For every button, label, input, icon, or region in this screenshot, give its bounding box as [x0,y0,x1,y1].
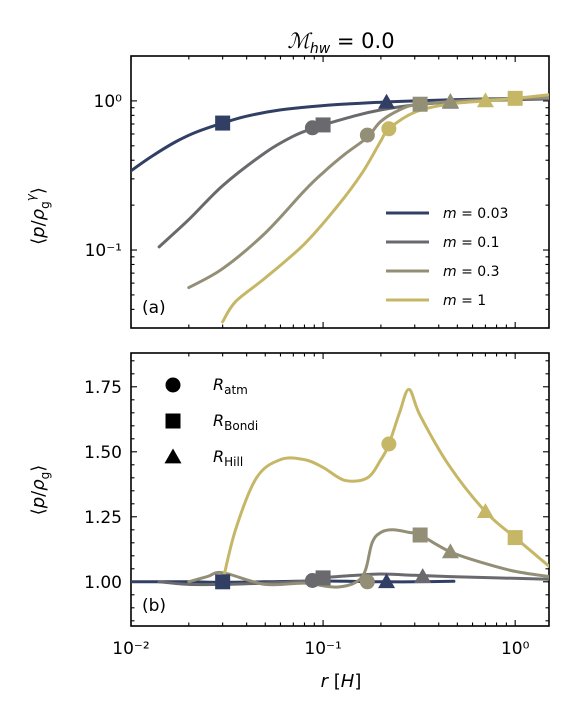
series-line-m1 [221,387,549,584]
panel-b-frame [130,352,550,627]
y-tick-label: 10⁰ [94,92,123,112]
y-tick-label: 1.75 [84,378,122,398]
panel-b-markers [215,436,523,590]
marker-r-hill [378,93,396,109]
legend-entry: m = 0.3 [443,264,500,280]
series-line-m0.3 [187,528,549,589]
marker-r-atm [359,574,375,590]
marker-r-hill [441,93,459,108]
panel-a-ylabel: ⟨p/ρgγ⟩ [24,187,52,245]
marker-r-hill [476,503,494,518]
legend-marker-r-atm [165,377,181,393]
x-tick-label: 10⁰ [501,639,530,659]
legend-entry: RHill [213,447,243,469]
marker-r-bondi [315,117,331,133]
series-line-m0.03 [131,96,517,173]
panel-b-series [131,387,549,589]
marker-r-bondi [215,115,231,131]
marker-r-atm [359,127,375,143]
panel-a-label: (a) [142,298,166,318]
marker-r-bondi [412,527,428,543]
marker-r-hill [476,92,494,108]
panel-b-label: (b) [142,596,166,616]
panel-b: 10⁻² 10⁻¹ 10⁰ 1.00 1.25 1.50 1.75 Ratm RBondi RH… [28,352,550,692]
panel-b-ylabel: ⟨p/ρg⟩ [28,465,52,516]
marker-r-bondi [507,530,523,546]
series-line-m0.3 [187,96,549,290]
legend-entry: RBondi [213,411,258,433]
marker-r-hill [441,543,459,559]
marker-r-bondi [412,96,428,112]
y-tick-label: 1.25 [84,508,122,528]
legend-entry: m = 0.03 [443,206,508,222]
marker-r-bondi [315,570,331,586]
panel-b-xlabel: r [H] [321,671,362,692]
panel-a-legend: m = 0.03 m = 0.1 m = 0.3 m = 1 [386,206,508,309]
legend-marker-r-hill [164,448,182,464]
x-tick-label: 10⁻¹ [304,639,341,659]
panel-b-marker-legend: Ratm RBondi RHill [164,375,258,469]
legend-marker-r-bondi [165,413,181,429]
panel-b-ticks: 10⁻² 10⁻¹ 10⁰ 1.00 1.25 1.50 1.75 [84,353,549,659]
marker-r-hill [378,573,396,589]
marker-r-bondi [215,574,231,590]
y-tick-label: 10⁻¹ [85,241,122,261]
marker-r-hill [414,568,432,583]
marker-r-atm [381,436,397,452]
legend-entry: m = 1 [443,293,486,309]
panel-a-markers [215,90,523,143]
x-tick-label: 10⁻² [112,639,149,659]
chart-title: ℳhw = 0.0 [287,29,394,57]
marker-r-bondi [507,90,523,106]
panel-a-ticks: 10⁻¹ 10⁰ [85,55,549,329]
y-tick-label: 1.00 [84,573,122,593]
marker-r-atm [381,121,397,137]
legend-entry: Ratm [213,375,248,397]
legend-entry: m = 0.1 [443,235,500,251]
panel-a-frame [130,55,550,329]
y-tick-label: 1.50 [84,443,122,463]
